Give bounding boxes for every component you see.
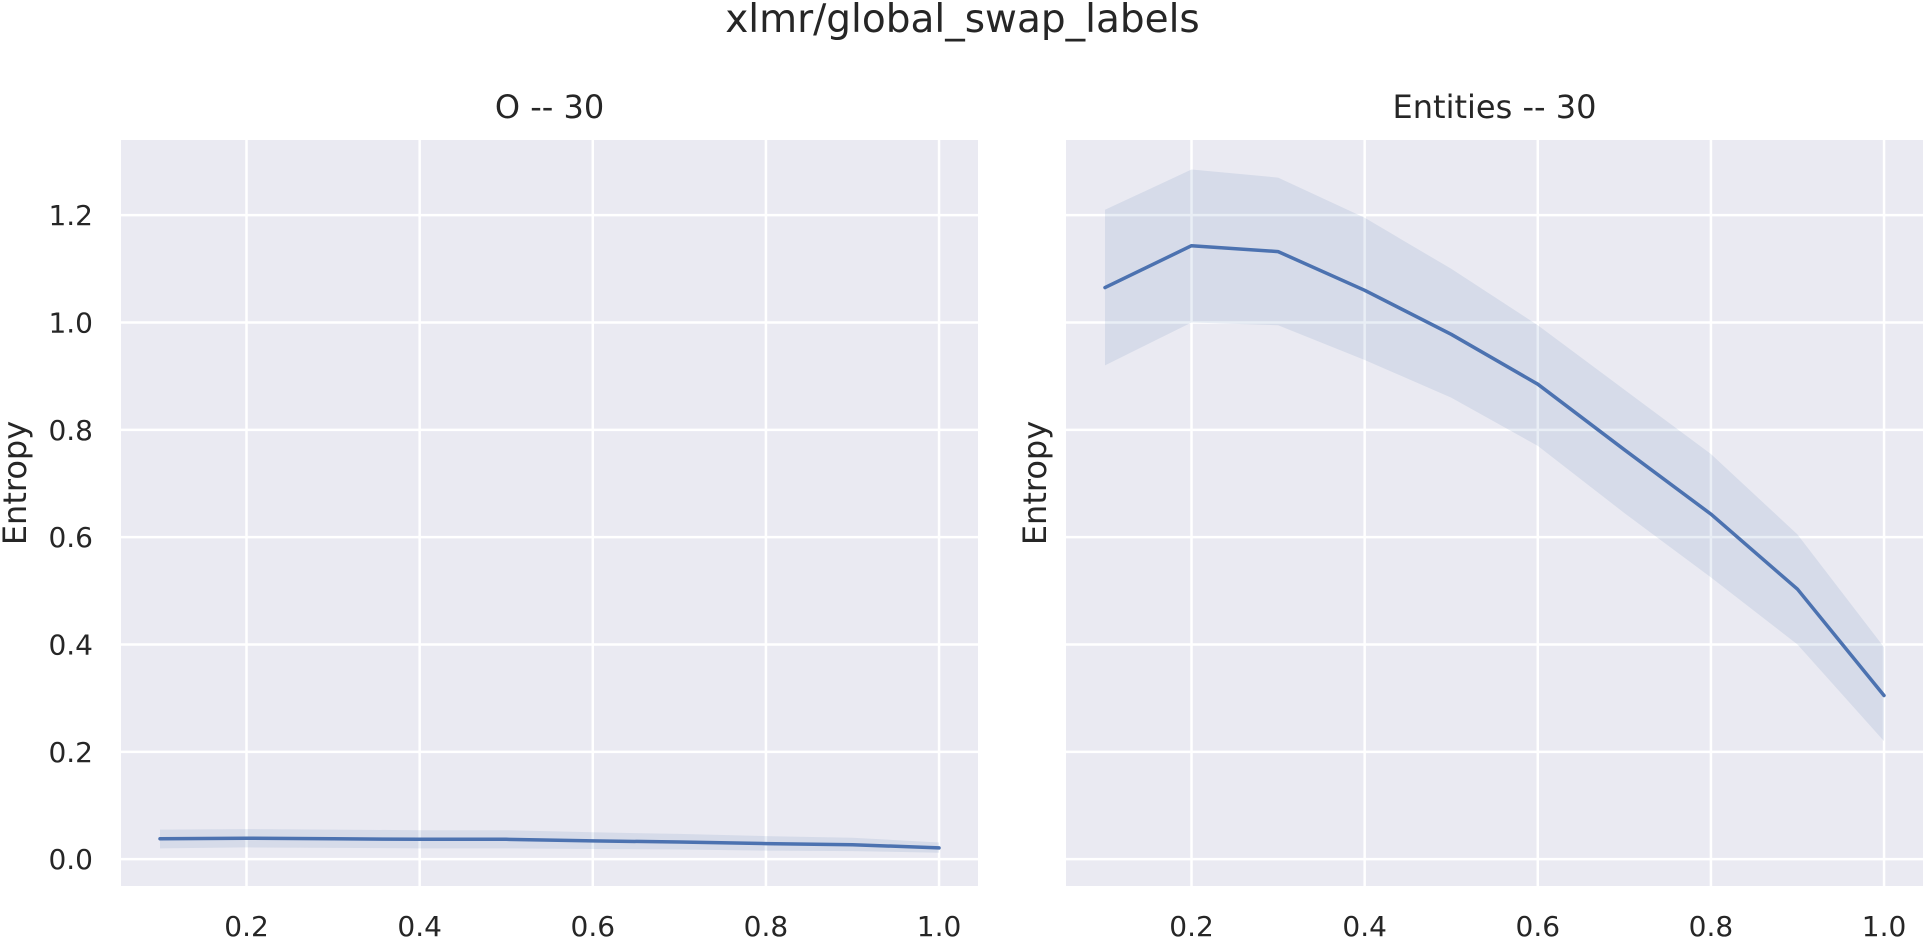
x-tick-label: 0.8 bbox=[744, 910, 789, 943]
y-axis-label: Entropy bbox=[0, 421, 34, 545]
x-tick-label: 0.6 bbox=[1516, 910, 1561, 943]
series-line bbox=[158, 836, 941, 850]
y-axis-label: Entropy bbox=[1016, 421, 1054, 545]
y-tick-label: 1.0 bbox=[48, 306, 93, 339]
y-tick-label: 1.2 bbox=[48, 199, 93, 232]
x-tick-label: 0.2 bbox=[224, 910, 269, 943]
panel-title: O -- 30 bbox=[495, 88, 604, 126]
x-tick-label: 0.6 bbox=[571, 910, 616, 943]
plot-area bbox=[1066, 140, 1923, 886]
panel-1: O -- 30 0.2 0.4 0.6 0.8 1.0 0.0 0.2 0.4 0.6 0.8 1.0… bbox=[0, 88, 978, 943]
panel-title: Entities -- 30 bbox=[1393, 88, 1597, 126]
x-tick-label: 1.0 bbox=[1862, 910, 1907, 943]
x-tick-label: 0.4 bbox=[1342, 910, 1387, 943]
y-tick-label: 0.8 bbox=[48, 414, 93, 447]
y-tick-label: 0.6 bbox=[48, 521, 93, 554]
x-tick-label: 0.2 bbox=[1169, 910, 1214, 943]
x-tick-label: 0.8 bbox=[1689, 910, 1734, 943]
figure-title: xlmr/global_swap_labels bbox=[725, 0, 1200, 42]
y-tick-label: 0.0 bbox=[48, 843, 93, 876]
confidence-band bbox=[1105, 169, 1884, 742]
panel-2: Entities -- 30 0.2 0.4 0.6 0.8 1.0 Entropy bbox=[1016, 88, 1923, 943]
plot-area bbox=[121, 140, 978, 886]
series-line bbox=[1103, 243, 1886, 698]
y-tick-label: 0.2 bbox=[48, 736, 93, 769]
x-tick-label: 0.4 bbox=[397, 910, 442, 943]
y-tick-label: 0.4 bbox=[48, 628, 93, 661]
x-tick-label: 1.0 bbox=[917, 910, 962, 943]
